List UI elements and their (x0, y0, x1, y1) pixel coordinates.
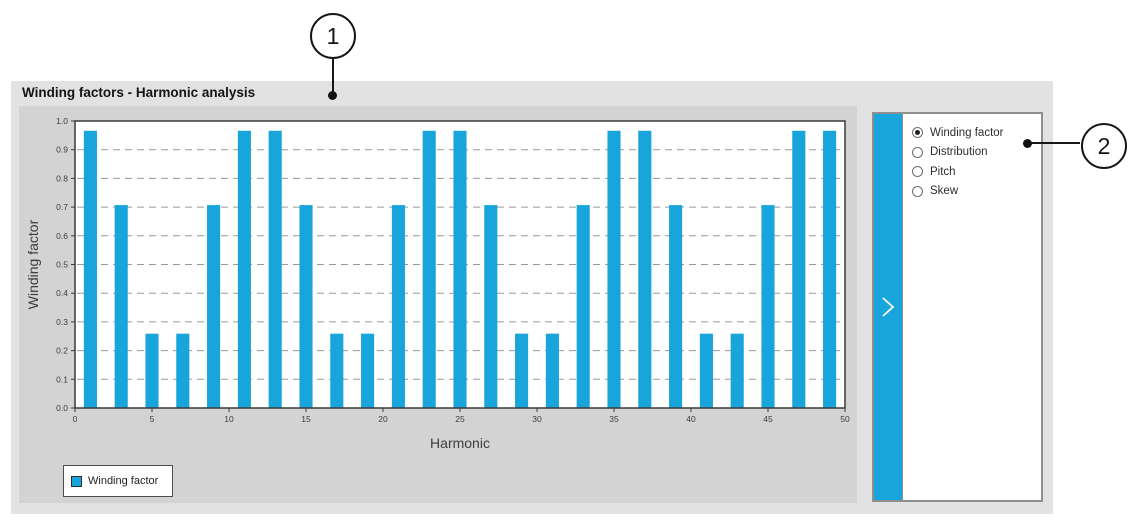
x-tick-label: 45 (763, 414, 773, 424)
y-tick-label: 0.1 (56, 374, 68, 384)
legend-label: Winding factor (88, 475, 159, 487)
bar (484, 205, 498, 408)
callout-2-number: 2 (1097, 132, 1111, 159)
radio-group-curve-type: Winding factor Distribution Pitch Skew (903, 114, 1041, 500)
bar (699, 333, 713, 408)
bar (607, 130, 621, 408)
callout-2-line (1031, 142, 1080, 144)
x-tick-label: 10 (224, 414, 234, 424)
harmonic-analysis-panel: Winding factors - Harmonic analysis 0 5 10… (11, 81, 1053, 514)
radio-button-icon[interactable] (912, 127, 923, 139)
radio-option-label: Distribution (930, 146, 988, 159)
x-tick-label: 50 (840, 414, 850, 424)
bar (761, 205, 775, 408)
bar (576, 205, 590, 408)
callout-2-circle: 2 (1081, 123, 1127, 169)
y-tick-label: 0.2 (56, 346, 68, 356)
x-axis-label: Harmonic (430, 435, 490, 451)
legend-swatch (71, 475, 82, 487)
bar (176, 333, 190, 408)
bar (730, 333, 744, 408)
y-tick-label: 0.0 (56, 403, 68, 413)
radio-option-distribution[interactable]: Distribution (912, 143, 1037, 163)
bar (515, 333, 529, 408)
bar (638, 130, 652, 408)
chart-widget: 0 5 10 15 20 25 30 35 40 45 50 0.0 0.1 0.2 0.3 0.4 0.5 0.… (19, 106, 857, 503)
radio-option-skew[interactable]: Skew (912, 182, 1037, 202)
chart-options-panel: Winding factor Distribution Pitch Skew (872, 112, 1043, 502)
y-tick-label: 0.9 (56, 145, 68, 155)
radio-option-label: Pitch (930, 165, 956, 178)
x-tick-label: 25 (455, 414, 465, 424)
page-title: Winding factors - Harmonic analysis (22, 85, 256, 100)
panel-expander-button[interactable] (874, 114, 903, 500)
callout-1-number: 1 (326, 22, 340, 49)
bar (361, 333, 375, 408)
bar (268, 130, 282, 408)
bar (83, 130, 97, 408)
radio-option-label: Winding factor (930, 126, 1004, 139)
x-tick-label: 0 (73, 414, 78, 424)
bar (330, 333, 344, 408)
bar (545, 333, 559, 408)
callout-1-line (332, 58, 334, 92)
bar (145, 333, 159, 408)
x-tick-label: 40 (686, 414, 696, 424)
y-tick-label: 1.0 (56, 116, 68, 126)
bar (823, 130, 837, 408)
x-tick-label: 15 (301, 414, 311, 424)
y-axis-label: Winding factor (25, 219, 41, 309)
radio-button-icon[interactable] (912, 146, 923, 158)
callout-2-dot (1023, 139, 1032, 148)
bar (453, 130, 467, 408)
y-tick-label: 0.4 (56, 288, 68, 298)
radio-option-winding-factor[interactable]: Winding factor (912, 123, 1037, 143)
radio-button-icon[interactable] (912, 185, 923, 197)
bar (237, 130, 251, 408)
bar (792, 130, 806, 408)
bar (422, 130, 436, 408)
y-tick-label: 0.5 (56, 260, 68, 270)
y-tick-label: 0.3 (56, 317, 68, 327)
callout-1-circle: 1 (310, 13, 356, 59)
bar (299, 205, 313, 408)
y-tick-label: 0.7 (56, 202, 68, 212)
radio-option-label: Skew (930, 185, 959, 198)
x-tick-label: 30 (532, 414, 542, 424)
x-tick-label: 35 (609, 414, 619, 424)
x-tick-label: 5 (150, 414, 155, 424)
bar (669, 205, 683, 408)
y-tick-label: 0.8 (56, 173, 68, 183)
winding-factor-bar-chart: 0 5 10 15 20 25 30 35 40 45 50 0.0 0.1 0.2 0.3 0.4 0.5 0.… (25, 116, 850, 451)
chevron-right-icon (882, 297, 895, 317)
radio-option-pitch[interactable]: Pitch (912, 162, 1037, 182)
y-tick-label: 0.6 (56, 231, 68, 241)
bar (207, 205, 221, 408)
radio-button-icon[interactable] (912, 166, 923, 178)
x-tick-label: 20 (378, 414, 388, 424)
callout-1-dot (328, 91, 337, 100)
chart-legend: Winding factor (63, 465, 173, 497)
bar (114, 205, 128, 408)
bar (391, 205, 405, 408)
